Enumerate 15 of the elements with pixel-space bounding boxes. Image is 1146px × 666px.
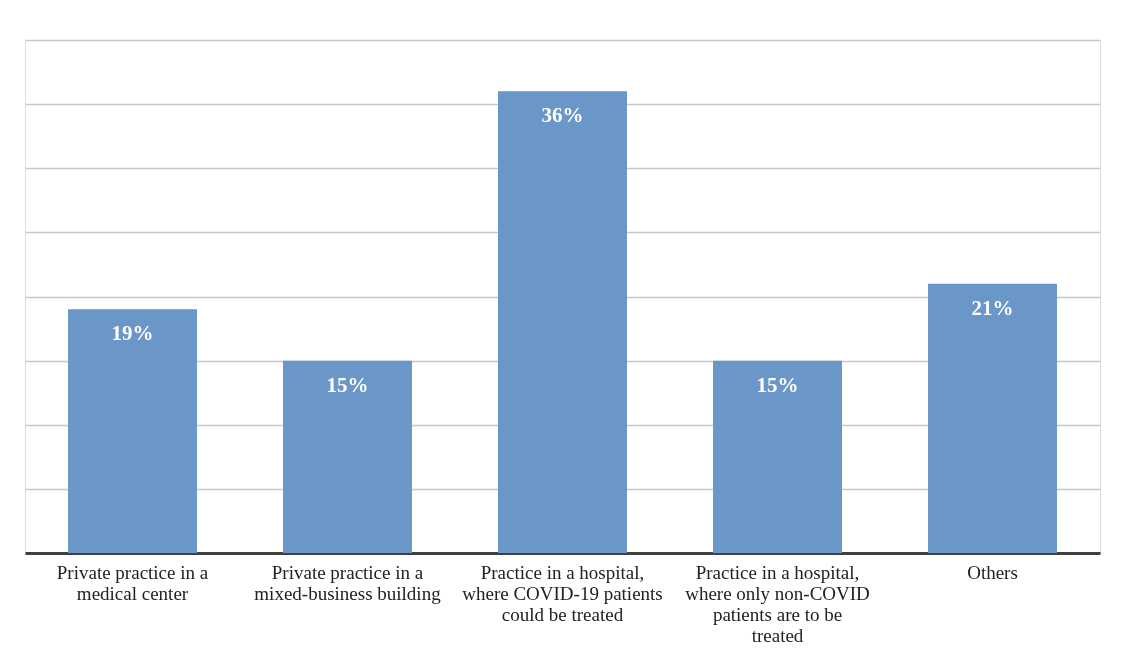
bar (498, 91, 627, 553)
bar (283, 360, 412, 553)
x-tick-label: Others (967, 561, 1018, 583)
bar (713, 360, 842, 553)
data-label: 36% (541, 103, 584, 128)
x-tick-label: Practice in a hospital, where only non-COVID patients are to be treated (685, 561, 870, 646)
x-tick-label: Private practice in a medical center (56, 561, 209, 604)
data-label: 19% (111, 321, 154, 346)
data-label: 21% (971, 295, 1014, 320)
x-tick-label: Private practice in a mixed-business building (254, 561, 442, 604)
x-tick-label: Practice in a hospital, where COVID-19 patients could be treated (462, 561, 663, 625)
bar (928, 283, 1057, 553)
data-label: 15% (326, 372, 369, 397)
bar (68, 309, 197, 553)
data-label: 15% (756, 372, 799, 397)
